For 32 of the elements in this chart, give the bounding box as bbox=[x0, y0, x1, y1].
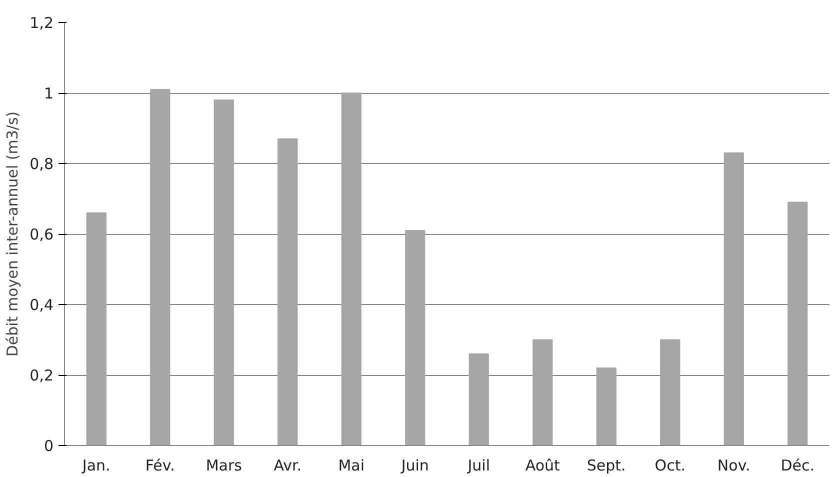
x-tick-label: Avr. bbox=[274, 456, 302, 474]
x-tick-label: Sept. bbox=[586, 456, 626, 474]
y-tick-label: 0,6 bbox=[30, 226, 54, 244]
bar bbox=[724, 152, 744, 446]
x-tick-label: Mars bbox=[206, 456, 242, 474]
bar bbox=[278, 138, 298, 446]
x-tick-label: Mai bbox=[338, 456, 365, 474]
bar bbox=[660, 339, 680, 446]
x-tick-label: Déc. bbox=[780, 456, 815, 474]
x-tick-label: Juil bbox=[466, 456, 490, 474]
x-tick-label: Oct. bbox=[654, 456, 686, 474]
y-tick-label: 0 bbox=[44, 437, 54, 455]
bar bbox=[788, 202, 808, 446]
y-tick-label: 0,8 bbox=[30, 155, 54, 173]
bar bbox=[405, 230, 426, 446]
bar bbox=[468, 353, 489, 446]
x-tick-label: Fév. bbox=[145, 456, 175, 474]
y-tick-label: 0,4 bbox=[30, 296, 54, 314]
y-axis-title: Débit moyen inter-annuel (m3/s) bbox=[4, 111, 22, 357]
x-tick-label: Août bbox=[525, 456, 560, 474]
x-tick-label: Jan. bbox=[81, 456, 110, 474]
bar bbox=[596, 367, 616, 446]
bar bbox=[86, 212, 106, 446]
x-tick-label: Nov. bbox=[717, 456, 750, 474]
bar bbox=[341, 92, 362, 446]
y-tick-label: 1 bbox=[44, 84, 54, 102]
bar bbox=[150, 88, 170, 446]
y-tick-label: 1,2 bbox=[30, 14, 54, 32]
x-tick-label: Juin bbox=[400, 456, 429, 474]
bar bbox=[532, 339, 553, 446]
y-tick-label: 0,2 bbox=[30, 366, 54, 384]
bar bbox=[214, 100, 234, 446]
